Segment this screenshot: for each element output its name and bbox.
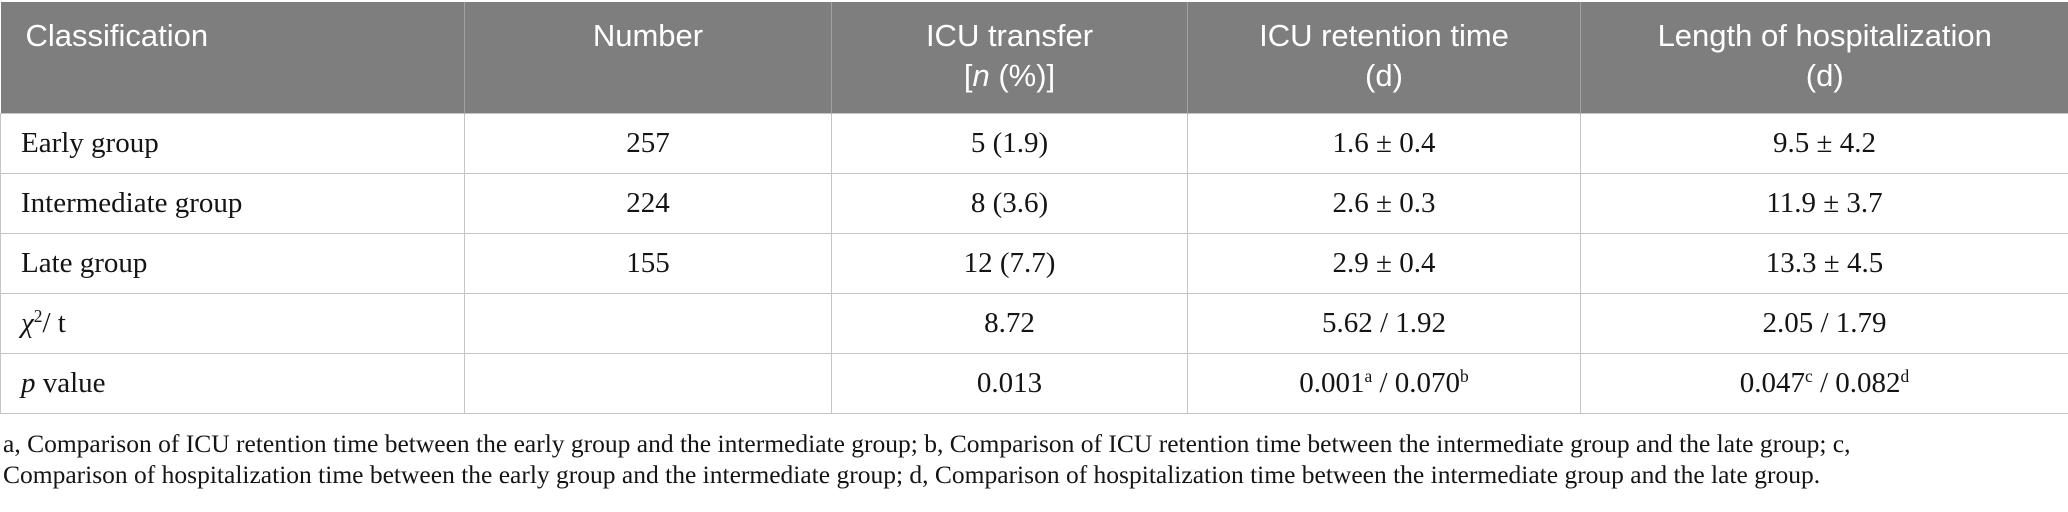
- header-icu-retention-line1: ICU retention time: [1259, 18, 1509, 53]
- classification-outcomes-table: Classification Number ICU transfer [n (%…: [0, 2, 2068, 414]
- cell-chi-t-number: [464, 292, 832, 354]
- cell-early-label: Early group: [0, 112, 465, 174]
- cell-late-icu-transfer: 12 (7.7): [831, 232, 1188, 294]
- p-hosp-v1: 0.047: [1739, 366, 1805, 399]
- cell-p-value-label: p value: [0, 352, 465, 414]
- cell-p-value-number: [464, 352, 832, 414]
- header-cell-classification: Classification: [0, 2, 465, 113]
- header-cell-icu-retention: ICU retention time (d): [1187, 2, 1581, 113]
- row-early-group: Early group 257 5 (1.9) 1.6 ± 0.4 9.5 ± …: [0, 112, 2068, 174]
- chi-t-rest: / t: [42, 306, 66, 339]
- header-cell-icu-transfer: ICU transfer [n (%)]: [831, 2, 1188, 113]
- cell-chi-t-hospitalization: 2.05 / 1.79: [1580, 292, 2068, 354]
- cell-early-hospitalization: 9.5 ± 4.2: [1580, 112, 2068, 174]
- header-cell-number: Number: [464, 2, 832, 113]
- header-row: Classification Number ICU transfer [n (%…: [0, 2, 2068, 113]
- row-p-value: p value 0.013 0.001a / 0.070b 0.047c / 0…: [0, 352, 2068, 414]
- table-footnote: a, Comparison of ICU retention time betw…: [3, 428, 2068, 491]
- cell-late-hospitalization: 13.3 ± 4.5: [1580, 232, 2068, 294]
- cell-intermediate-number: 224: [464, 172, 832, 234]
- header-icu-transfer-line2: [n (%)]: [842, 56, 1177, 96]
- header-cell-hospitalization: Length of hospitalization (d): [1580, 2, 2068, 113]
- p-icu-sup-a: a: [1364, 365, 1373, 386]
- cell-early-icu-retention: 1.6 ± 0.4: [1187, 112, 1581, 174]
- header-hospitalization-line1: Length of hospitalization: [1657, 18, 1992, 53]
- table-body: Early group 257 5 (1.9) 1.6 ± 0.4 9.5 ± …: [0, 112, 2068, 414]
- header-icu-transfer-line1: ICU transfer: [925, 18, 1094, 53]
- bracket-open: [: [963, 58, 973, 93]
- cell-intermediate-hospitalization: 11.9 ± 3.7: [1580, 172, 2068, 234]
- chi-superscript: 2: [33, 305, 43, 326]
- p-hosp-v2: / 0.082: [1812, 366, 1901, 399]
- cell-early-number: 257: [464, 112, 832, 174]
- chi-symbol: χ: [21, 306, 34, 339]
- bracket-close: (%)]: [989, 58, 1056, 93]
- p-icu-v2: / 0.070: [1372, 366, 1461, 399]
- cell-intermediate-label: Intermediate group: [0, 172, 465, 234]
- p-hosp-sup-c: c: [1805, 365, 1813, 386]
- p-symbol: p: [21, 366, 36, 399]
- header-icu-retention-line2: (d): [1365, 58, 1403, 93]
- p-hosp-sup-d: d: [1900, 365, 1910, 386]
- cell-late-label: Late group: [0, 232, 465, 294]
- footnote-line-2: Comparison of hospitalization time betwe…: [3, 460, 1821, 489]
- row-chi-square-t: χ2/ t 8.72 5.62 / 1.92 2.05 / 1.79: [0, 292, 2068, 354]
- cell-early-icu-transfer: 5 (1.9): [831, 112, 1188, 174]
- n-symbol: n: [972, 58, 990, 93]
- header-hospitalization-line2: (d): [1805, 58, 1844, 93]
- cell-p-value-hospitalization: 0.047c / 0.082d: [1580, 352, 2068, 414]
- cell-intermediate-icu-transfer: 8 (3.6): [831, 172, 1188, 234]
- cell-chi-t-label: χ2/ t: [0, 292, 465, 354]
- cell-intermediate-icu-retention: 2.6 ± 0.3: [1187, 172, 1581, 234]
- table-header: Classification Number ICU transfer [n (%…: [0, 2, 2068, 113]
- p-icu-v1: 0.001: [1299, 366, 1365, 399]
- footnote-line-1: a, Comparison of ICU retention time betw…: [3, 428, 1851, 458]
- row-intermediate-group: Intermediate group 224 8 (3.6) 2.6 ± 0.3…: [0, 172, 2068, 234]
- cell-chi-t-icu-retention: 5.62 / 1.92: [1187, 292, 1581, 354]
- cell-late-number: 155: [464, 232, 832, 294]
- p-icu-sup-b: b: [1460, 365, 1469, 386]
- p-value-word: value: [35, 366, 106, 399]
- row-late-group: Late group 155 12 (7.7) 2.9 ± 0.4 13.3 ±…: [0, 232, 2068, 294]
- cell-p-value-icu-transfer: 0.013: [831, 352, 1188, 414]
- cell-chi-t-icu-transfer: 8.72: [831, 292, 1188, 354]
- cell-p-value-icu-retention: 0.001a / 0.070b: [1187, 352, 1581, 414]
- cell-late-icu-retention: 2.9 ± 0.4: [1187, 232, 1581, 294]
